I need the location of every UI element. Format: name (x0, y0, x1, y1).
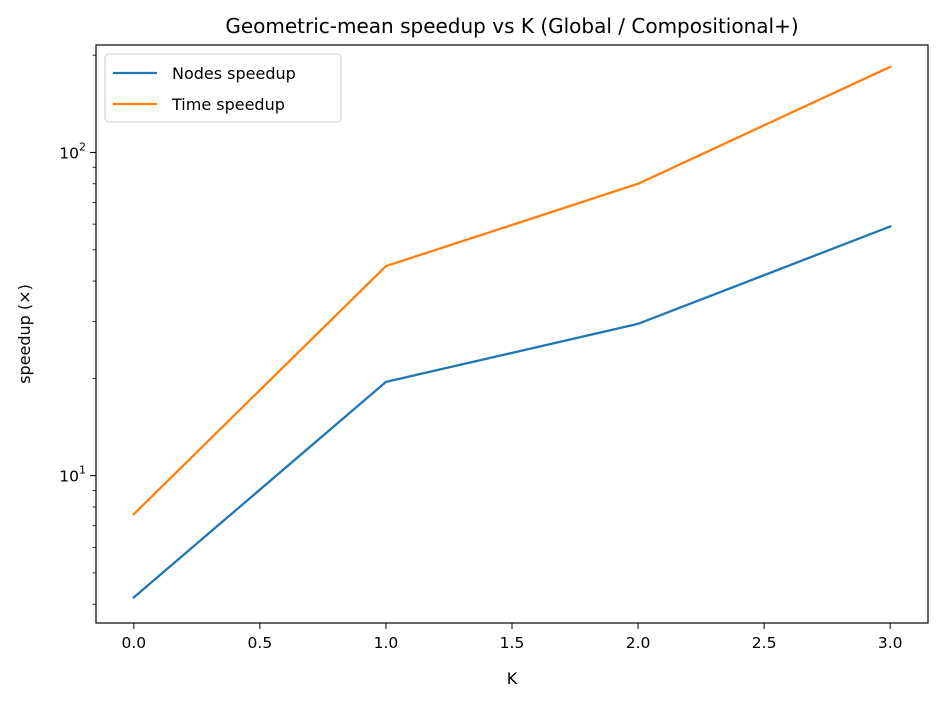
x-tick-label: 0.5 (248, 634, 273, 652)
x-tick-label: 0.0 (121, 634, 146, 652)
y-tick-label: 102 (59, 140, 86, 162)
y-axis-label: speedup (×) (15, 284, 34, 384)
x-tick-label: 3.0 (878, 634, 903, 652)
y-axis: 101 102 (59, 54, 96, 605)
legend-box (104, 53, 342, 123)
legend: Nodes speedup Time speedup (104, 53, 342, 123)
legend-label: Nodes speedup (172, 64, 296, 83)
series-line-0 (132, 225, 892, 600)
legend-label: Time speedup (171, 95, 285, 114)
x-tick-label: 1.5 (500, 634, 525, 652)
y-tick-label: 101 (59, 464, 86, 486)
series-line-1 (132, 65, 892, 516)
chart-title: Geometric-mean speedup vs K (Global / Co… (225, 14, 798, 38)
plot-lines (132, 65, 892, 600)
x-axis: 0.0 0.5 1.0 1.5 2.0 2.5 3.0 (121, 623, 903, 652)
x-axis-label: K (507, 669, 518, 688)
x-tick-label: 2.5 (752, 634, 777, 652)
x-tick-label: 2.0 (626, 634, 651, 652)
x-tick-label: 1.0 (374, 634, 399, 652)
